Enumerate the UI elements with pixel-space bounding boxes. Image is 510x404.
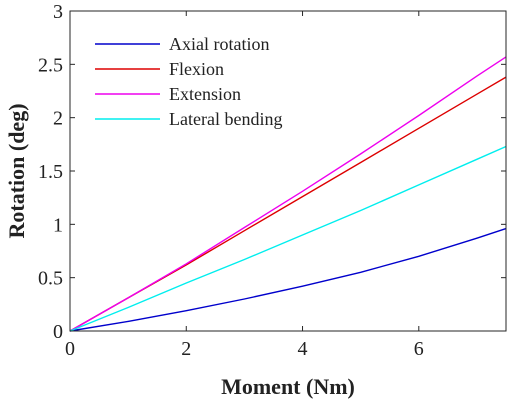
series-line-0 <box>69 227 507 332</box>
ticks-layer <box>69 10 506 332</box>
y-tick-label: 0 <box>53 321 63 343</box>
y-tick-label: 1.5 <box>38 161 63 183</box>
legend: Axial rotation Flexion Extension Lateral be… <box>95 34 282 129</box>
y-tick-label: 0.5 <box>38 268 63 290</box>
series-line-3 <box>69 145 507 332</box>
x-axis-title: Moment (Nm) <box>221 374 355 399</box>
x-tick-label: 6 <box>414 338 424 360</box>
y-axis-title: Rotation (deg) <box>4 103 29 238</box>
series-layer <box>69 56 507 332</box>
x-tick-label: 4 <box>298 338 308 360</box>
y-tick-label: 2.5 <box>38 54 63 76</box>
legend-label-3: Lateral bending <box>169 109 282 129</box>
legend-label-2: Extension <box>169 84 241 104</box>
legend-label-1: Flexion <box>169 59 224 79</box>
legend-label-0: Axial rotation <box>169 34 269 54</box>
y-tick-label: 3 <box>53 1 63 23</box>
x-tick-label: 0 <box>65 338 75 360</box>
x-tick-label: 2 <box>181 338 191 360</box>
y-tick-label: 1 <box>53 214 63 236</box>
series-line-2 <box>69 56 507 332</box>
y-tick-labels: 0 0.5 1 1.5 2 2.5 3 <box>38 1 63 343</box>
x-tick-labels: 0 2 4 6 <box>65 338 424 360</box>
y-tick-label: 2 <box>53 108 63 130</box>
plot-area <box>70 11 506 331</box>
